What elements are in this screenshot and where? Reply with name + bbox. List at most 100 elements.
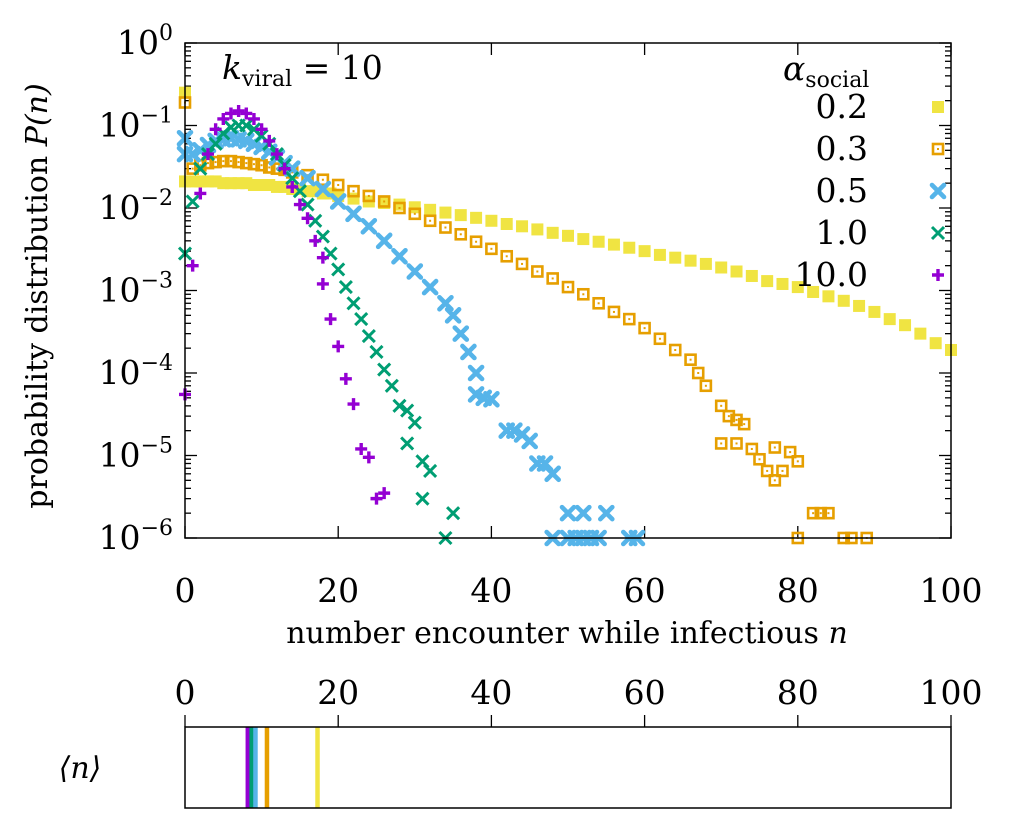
y-tick-label: 10−4 bbox=[99, 351, 173, 392]
legend-label: 0.5 bbox=[816, 171, 868, 210]
data-point bbox=[285, 171, 300, 186]
legend-marker bbox=[929, 182, 947, 200]
data-point bbox=[837, 294, 850, 307]
legend-title-var: α bbox=[783, 49, 805, 88]
data-point bbox=[454, 227, 468, 241]
data-point bbox=[515, 257, 529, 271]
strip-plot-frame bbox=[184, 726, 952, 809]
strip-x-tick-label: 0 bbox=[175, 673, 196, 712]
data-point bbox=[309, 234, 322, 247]
strip-tick-labels: 0 20 40 60 80 100 bbox=[175, 673, 983, 712]
y-tick-label: 10−6 bbox=[99, 516, 173, 557]
data-point bbox=[424, 203, 437, 216]
y-axis-title-var: P(n) bbox=[20, 83, 55, 147]
x-tick-label: 0 bbox=[175, 571, 196, 610]
data-point bbox=[730, 265, 743, 278]
y-axis-title-text: probability distribution bbox=[20, 146, 55, 509]
data-point bbox=[185, 194, 200, 209]
data-point bbox=[347, 184, 360, 198]
data-point bbox=[776, 277, 789, 290]
main-plot: 100 10−1 10−2 10−3 10−4 10−5 10−60 20 40 60 80 100 … bbox=[20, 21, 983, 651]
data-point bbox=[209, 123, 222, 136]
data-point bbox=[753, 452, 766, 466]
annotation-sub: viral bbox=[241, 67, 292, 92]
data-point bbox=[684, 254, 697, 267]
data-point bbox=[407, 415, 422, 430]
data-point bbox=[346, 296, 361, 311]
data-point bbox=[791, 281, 804, 294]
series-0.2 bbox=[179, 86, 957, 357]
data-point bbox=[506, 422, 523, 439]
x-tick-label: 20 bbox=[317, 571, 359, 610]
data-point bbox=[308, 213, 323, 228]
series-1.0 bbox=[177, 118, 461, 546]
data-point bbox=[485, 214, 498, 227]
data-point bbox=[286, 180, 299, 193]
strip-ticks bbox=[184, 715, 952, 727]
data-point bbox=[362, 189, 376, 203]
legend-marker bbox=[932, 269, 944, 281]
data-point bbox=[668, 343, 682, 357]
data-point bbox=[415, 491, 430, 506]
y-tick-label: 10−1 bbox=[99, 104, 173, 145]
data-point bbox=[360, 218, 378, 235]
data-point bbox=[444, 307, 462, 324]
data-point bbox=[338, 280, 353, 295]
data-point bbox=[392, 398, 407, 413]
data-point bbox=[745, 442, 759, 456]
data-point bbox=[638, 321, 651, 335]
data-point bbox=[301, 212, 314, 225]
data-point bbox=[370, 492, 383, 505]
data-point bbox=[485, 242, 498, 256]
data-point bbox=[193, 161, 208, 176]
data-point bbox=[516, 220, 529, 233]
data-point bbox=[300, 197, 315, 212]
y-axis-title: probability distribution P(n) bbox=[20, 83, 55, 508]
data-point bbox=[714, 437, 728, 450]
data-point bbox=[500, 249, 514, 263]
data-point bbox=[347, 398, 360, 411]
data-point bbox=[592, 235, 605, 248]
strip-y-label: ⟨n⟩ bbox=[59, 751, 102, 786]
data-point bbox=[278, 162, 291, 175]
data-point bbox=[339, 372, 352, 385]
data-point bbox=[544, 465, 561, 483]
data-point bbox=[669, 251, 682, 264]
data-point bbox=[208, 136, 223, 151]
data-point bbox=[378, 487, 391, 500]
data-point bbox=[369, 344, 384, 360]
data-point bbox=[807, 285, 820, 298]
x-tick-label: 40 bbox=[470, 571, 512, 610]
data-point bbox=[806, 506, 820, 520]
data-point bbox=[209, 155, 222, 169]
data-point bbox=[561, 280, 575, 294]
data-point bbox=[400, 403, 415, 418]
data-point bbox=[737, 417, 751, 431]
legend-marker bbox=[931, 142, 945, 156]
data-point bbox=[446, 506, 461, 521]
data-point bbox=[377, 195, 391, 208]
data-point bbox=[314, 180, 332, 198]
data-point bbox=[423, 214, 437, 228]
x-axis-title-text: number encounter while infectious bbox=[286, 616, 828, 651]
legend-marker bbox=[930, 225, 946, 241]
data-point bbox=[577, 287, 590, 301]
data-point bbox=[483, 390, 500, 408]
legend-label: 10.0 bbox=[795, 255, 868, 294]
data-point bbox=[768, 474, 782, 487]
data-point bbox=[316, 251, 329, 264]
data-point bbox=[331, 178, 345, 192]
data-point bbox=[559, 504, 577, 522]
data-point bbox=[607, 305, 621, 319]
data-point bbox=[546, 226, 559, 239]
data-point bbox=[393, 198, 406, 211]
data-point bbox=[577, 233, 590, 246]
data-point bbox=[783, 445, 797, 459]
data-point bbox=[232, 155, 245, 169]
main-tick-labels: 100 10−1 10−2 10−3 10−4 10−5 10−60 20 40 60 80 100 bbox=[99, 21, 983, 610]
data-point bbox=[638, 245, 651, 258]
strip-x-tick-label: 80 bbox=[777, 673, 819, 712]
series-0.5 bbox=[176, 129, 646, 547]
strip-x-tick-label: 60 bbox=[624, 673, 666, 712]
